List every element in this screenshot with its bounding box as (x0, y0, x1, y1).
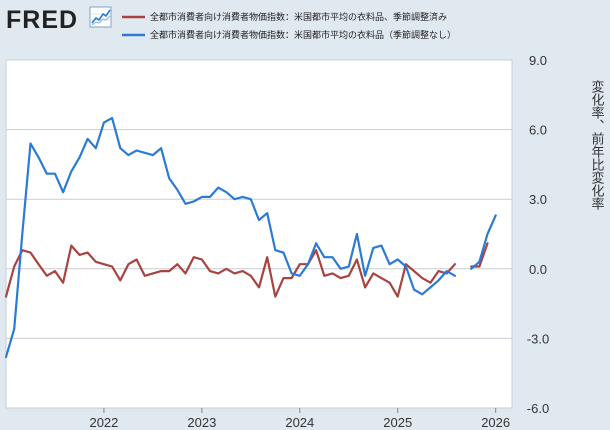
x-tick-label: 2025 (383, 415, 412, 430)
legend-label-sa: 全都市消費者向け消費者物価指数：米国都市平均の衣料品、季節調整済み (150, 11, 447, 23)
fred-logo-text: FRED (6, 6, 78, 34)
legend-item-nsa: 全都市消費者向け消費者物価指数：米国都市平均の衣料品（季節調整なし） (122, 29, 456, 41)
y-tick-label: 0.0 (529, 262, 547, 277)
y-tick-label: 6.0 (529, 123, 547, 138)
x-tick-label: 2026 (481, 415, 510, 430)
y-tick-label: 9.0 (529, 53, 547, 68)
y-tick-label: 3.0 (529, 192, 547, 207)
series-line-nsa[interactable] (4, 116, 456, 359)
plot-area[interactable] (5, 59, 513, 409)
legend-label-nsa: 全都市消費者向け消費者物価指数：米国都市平均の衣料品（季節調整なし） (150, 29, 456, 41)
series (4, 116, 497, 359)
legend: 全都市消費者向け消費者物価指数：米国都市平均の衣料品、季節調整済み 全都市消費者… (122, 11, 456, 41)
y-tick-label: -6.0 (527, 401, 549, 416)
x-axis: 2022 2023 2024 2025 2026 (89, 408, 510, 430)
y-axis-title: 変化率、前年比変化率 (589, 79, 605, 210)
x-tick-label: 2024 (285, 415, 314, 430)
fred-logo[interactable]: FRED (6, 6, 112, 34)
legend-item-sa: 全都市消費者向け消費者物価指数：米国都市平均の衣料品、季節調整済み (122, 11, 447, 23)
fred-graph-icon (89, 6, 112, 28)
grid (6, 129, 512, 339)
x-tick-label: 2023 (187, 415, 216, 430)
y-tick-label: -3.0 (527, 331, 549, 346)
series-line-sa[interactable] (4, 244, 456, 298)
x-tick-label: 2022 (89, 415, 118, 430)
series-line-nsa[interactable] (470, 214, 497, 270)
y-axis: -6.0 -3.0 0.0 3.0 6.0 9.0 (527, 53, 549, 416)
